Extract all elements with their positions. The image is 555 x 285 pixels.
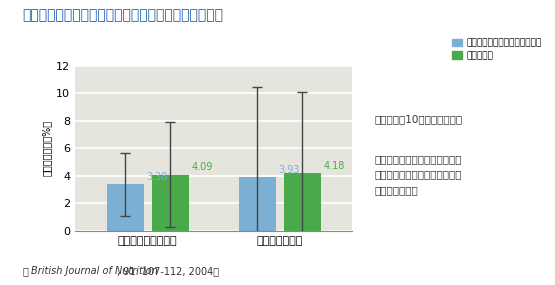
Text: British Journal of Nutrition: British Journal of Nutrition: [31, 266, 157, 276]
Legend: 乳化分散ピロリン酸第二鉄製剤, 硫酸第一鉄: 乳化分散ピロリン酸第二鉄製剤, 硫酸第一鉄: [452, 39, 542, 60]
Text: ダブル鉄安定同位体によるヒトにおける生体利用効率: ダブル鉄安定同位体によるヒトにおける生体利用効率: [22, 9, 223, 23]
Text: 3.93: 3.93: [279, 165, 300, 175]
Text: 若年女性：10名によるデータ: 若年女性：10名によるデータ: [375, 114, 463, 124]
Text: 3.38: 3.38: [147, 172, 168, 182]
Bar: [107, 184, 144, 231]
Bar: [152, 174, 189, 231]
Y-axis label: 平均鉄吸収率（%）: 平均鉄吸収率（%）: [42, 120, 52, 176]
Bar: [284, 173, 321, 231]
Bar: [239, 177, 276, 231]
Text: 4.18: 4.18: [324, 161, 345, 171]
Text: 》: 》: [22, 266, 28, 276]
Text: , 91: 107-112, 2004》: , 91: 107-112, 2004》: [117, 266, 219, 276]
Text: 4.09: 4.09: [191, 162, 213, 172]
Text: 乳化分散ピロリン酸第二鉄製剤
は、硫酸第一鉄と同等の吸収性
を示しました。: 乳化分散ピロリン酸第二鉄製剤 は、硫酸第一鉄と同等の吸収性 を示しました。: [375, 154, 462, 195]
